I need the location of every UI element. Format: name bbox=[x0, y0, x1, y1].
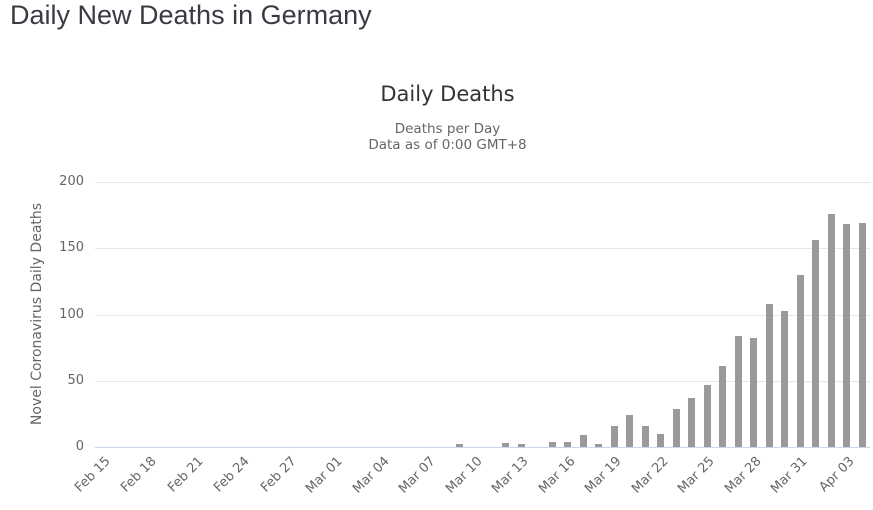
bar-slot-Mar 06 bbox=[405, 182, 421, 447]
bar-slot-Mar 13 bbox=[514, 182, 530, 447]
y-tick-label: 150 bbox=[59, 240, 84, 256]
bar-Mar 16[interactable] bbox=[564, 441, 572, 447]
bar-Mar 18[interactable] bbox=[595, 444, 603, 447]
bar-slot-Mar 19 bbox=[607, 182, 623, 447]
bar-slot-Mar 25 bbox=[700, 182, 716, 447]
bar-slot-Mar 11 bbox=[483, 182, 499, 447]
bar-Mar 30[interactable] bbox=[781, 310, 789, 447]
bar-Mar 24[interactable] bbox=[688, 397, 696, 447]
bar-slot-Mar 10 bbox=[467, 182, 483, 447]
bar-Mar 29[interactable] bbox=[765, 303, 773, 447]
bar-slot-Mar 29 bbox=[762, 182, 778, 447]
bar-Mar 20[interactable] bbox=[626, 415, 634, 447]
bar-slot-Apr 02 bbox=[824, 182, 840, 447]
bar-Mar 12[interactable] bbox=[502, 443, 510, 447]
bar-slot-Feb 20 bbox=[173, 182, 189, 447]
bar-slot-Mar 30 bbox=[777, 182, 793, 447]
bar-slot-Feb 26 bbox=[266, 182, 282, 447]
bar-slot-Mar 04 bbox=[374, 182, 390, 447]
bar-slot-Mar 18 bbox=[591, 182, 607, 447]
bar-slot-Feb 18 bbox=[142, 182, 158, 447]
chart-subtitle-line1: Deaths per Day bbox=[394, 121, 501, 137]
bar-slot-Feb 16 bbox=[111, 182, 127, 447]
bar-Mar 31[interactable] bbox=[796, 274, 804, 447]
bar-slot-Feb 29 bbox=[312, 182, 328, 447]
bar-slot-Mar 02 bbox=[343, 182, 359, 447]
daily-deaths-chart: Daily Deaths Deaths per Day Data as of 0… bbox=[0, 58, 873, 506]
bar-slot-Feb 15 bbox=[95, 182, 111, 447]
bar-Mar 21[interactable] bbox=[641, 425, 649, 447]
y-tick-label: 200 bbox=[59, 174, 84, 189]
bar-slot-Mar 16 bbox=[560, 182, 576, 447]
bar-Mar 23[interactable] bbox=[672, 408, 680, 447]
bar-slot-Mar 08 bbox=[436, 182, 452, 447]
chart-title: Daily Deaths bbox=[380, 82, 515, 106]
bar-Mar 22[interactable] bbox=[657, 433, 665, 447]
bar-slot-Feb 25 bbox=[250, 182, 266, 447]
bar-slot-Feb 19 bbox=[157, 182, 173, 447]
bar-slot-Mar 27 bbox=[731, 182, 747, 447]
page-title: Daily New Deaths in Germany bbox=[10, 0, 372, 30]
y-tick-label: 100 bbox=[59, 306, 84, 322]
bar-slot-Mar 31 bbox=[793, 182, 809, 447]
bar-slot-Mar 23 bbox=[669, 182, 685, 447]
gridline-150 bbox=[95, 248, 870, 250]
bar-Mar 28[interactable] bbox=[750, 338, 758, 447]
bar-slot-Mar 26 bbox=[715, 182, 731, 447]
bar-Mar 19[interactable] bbox=[610, 425, 618, 447]
gridline-200 bbox=[95, 182, 870, 183]
bar-slot-Feb 17 bbox=[126, 182, 142, 447]
bar-slot-Apr 01 bbox=[808, 182, 824, 447]
bar-slot-Mar 12 bbox=[498, 182, 514, 447]
plot-area bbox=[95, 182, 870, 448]
bar-slot-Feb 27 bbox=[281, 182, 297, 447]
bar-slot-Apr 03 bbox=[839, 182, 855, 447]
bar-series bbox=[95, 182, 870, 447]
bar-slot-Mar 28 bbox=[746, 182, 762, 447]
bar-slot-Apr 04 bbox=[855, 182, 871, 447]
bar-Apr 03[interactable] bbox=[843, 224, 851, 447]
bar-slot-Mar 03 bbox=[359, 182, 375, 447]
gridline-50 bbox=[95, 380, 870, 382]
bar-Mar 26[interactable] bbox=[719, 366, 727, 447]
bar-Apr 02[interactable] bbox=[827, 213, 835, 447]
bar-slot-Feb 21 bbox=[188, 182, 204, 447]
bar-slot-Mar 17 bbox=[576, 182, 592, 447]
bar-slot-Mar 09 bbox=[452, 182, 468, 447]
bar-slot-Mar 22 bbox=[653, 182, 669, 447]
bar-Mar 09[interactable] bbox=[455, 444, 463, 447]
bar-Mar 17[interactable] bbox=[579, 435, 587, 447]
y-tick-label: 0 bbox=[75, 439, 84, 454]
chart-subtitle-line2: Data as of 0:00 GMT+8 bbox=[368, 137, 527, 153]
bar-slot-Feb 22 bbox=[204, 182, 220, 447]
bar-slot-Mar 15 bbox=[545, 182, 561, 447]
y-tick-label: 50 bbox=[67, 372, 84, 388]
bar-slot-Feb 28 bbox=[297, 182, 313, 447]
bar-slot-Mar 14 bbox=[529, 182, 545, 447]
bar-Apr 04[interactable] bbox=[858, 223, 866, 447]
bar-Mar 25[interactable] bbox=[703, 384, 711, 447]
bar-Mar 13[interactable] bbox=[517, 444, 525, 447]
gridline-100 bbox=[95, 314, 870, 316]
bar-slot-Mar 20 bbox=[622, 182, 638, 447]
bar-Mar 27[interactable] bbox=[734, 335, 742, 447]
bar-Mar 15[interactable] bbox=[548, 441, 556, 447]
x-tick-label-Apr 03: Apr 03 bbox=[816, 454, 858, 496]
bar-slot-Feb 23 bbox=[219, 182, 235, 447]
bar-slot-Mar 01 bbox=[328, 182, 344, 447]
bar-Apr 01[interactable] bbox=[812, 240, 820, 447]
bar-slot-Feb 24 bbox=[235, 182, 251, 447]
bar-slot-Mar 24 bbox=[684, 182, 700, 447]
bar-slot-Mar 07 bbox=[421, 182, 437, 447]
bar-slot-Mar 05 bbox=[390, 182, 406, 447]
bar-slot-Mar 21 bbox=[638, 182, 654, 447]
